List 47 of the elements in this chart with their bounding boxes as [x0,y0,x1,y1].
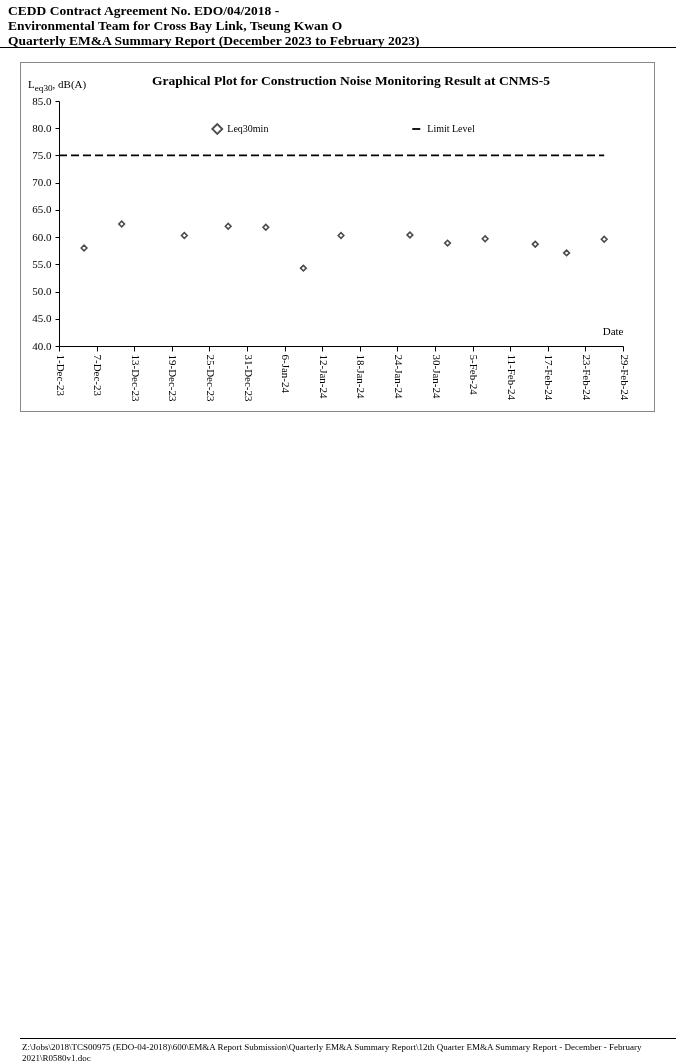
x-tick-label: 23-Feb-24 [580,354,593,401]
x-tick-label: 12-Jan-24 [317,354,330,399]
x-tick-label: 5-Feb-24 [468,354,481,396]
y-tick-label: 75.0 [32,148,52,161]
y-tick-label: 55.0 [32,257,52,270]
x-axis-title: Date [602,324,624,337]
y-tick-label: 65.0 [32,203,52,216]
point [481,235,489,243]
x-tick-label: 11-Feb-24 [505,354,518,401]
point [262,223,270,231]
y-tick-label: 45.0 [32,312,52,325]
point [600,235,608,243]
x-tick-label: 24-Jan-24 [392,354,405,399]
point [80,244,88,252]
y-axis-title: L$_{eq30}$, dB(A) [28,78,87,94]
x-tick-label: 6-Jan-24 [280,354,293,394]
point [180,231,188,240]
y-tick-label: 80.0 [32,121,52,134]
point [337,231,345,240]
point [443,239,452,247]
y-tick-label: 85.0 [32,94,52,107]
x-tick-label: 13-Dec-23 [129,354,142,403]
point [562,249,571,257]
legend-label: Limit Level [427,123,475,134]
point [406,231,414,239]
x-tick-label: 29-Feb-24 [618,354,631,401]
point [531,240,539,248]
y-tick-label: 40.0 [32,339,52,352]
point [118,220,126,228]
legend-label: Leq30min [227,123,269,134]
x-tick-label: 19-Dec-23 [167,354,180,403]
chart-title: Graphical Plot for Construction Noise Monitoring Result at CNMS-5 [152,72,551,88]
x-tick-label: 30-Jan-24 [430,354,443,399]
x-tick-label: 31-Dec-23 [242,354,255,403]
point [299,264,308,272]
y-tick-label: 70.0 [32,176,52,189]
text: CEDD Contract Agreement No. EDO/04/2018 - [8,3,281,18]
text: Z:\Jobs\2018\TCS00975 (EDO-04-2018)\600\EM&A Report Submission\Quarterly EM&A Summary Report\12th Quarter EM&A Summary Report - December - February 2021\R0580v1.doc [22,1042,643,1064]
y-tick-label: 60.0 [32,230,52,243]
text: Quarterly EM&A Summary Report (December 2023 to February 2023) [8,33,420,48]
text: Environmental Team for Cross Bay Link, Tseung Kwan O [8,18,344,33]
x-tick-label: 17-Feb-24 [543,354,556,401]
x-tick-label: 1-Dec-23 [54,354,67,397]
x-tick-label: 25-Dec-23 [204,354,217,403]
x-tick-label: 18-Jan-24 [355,354,368,399]
x-tick-label: 7-Dec-23 [92,354,105,397]
y-tick-label: 50.0 [32,285,52,298]
